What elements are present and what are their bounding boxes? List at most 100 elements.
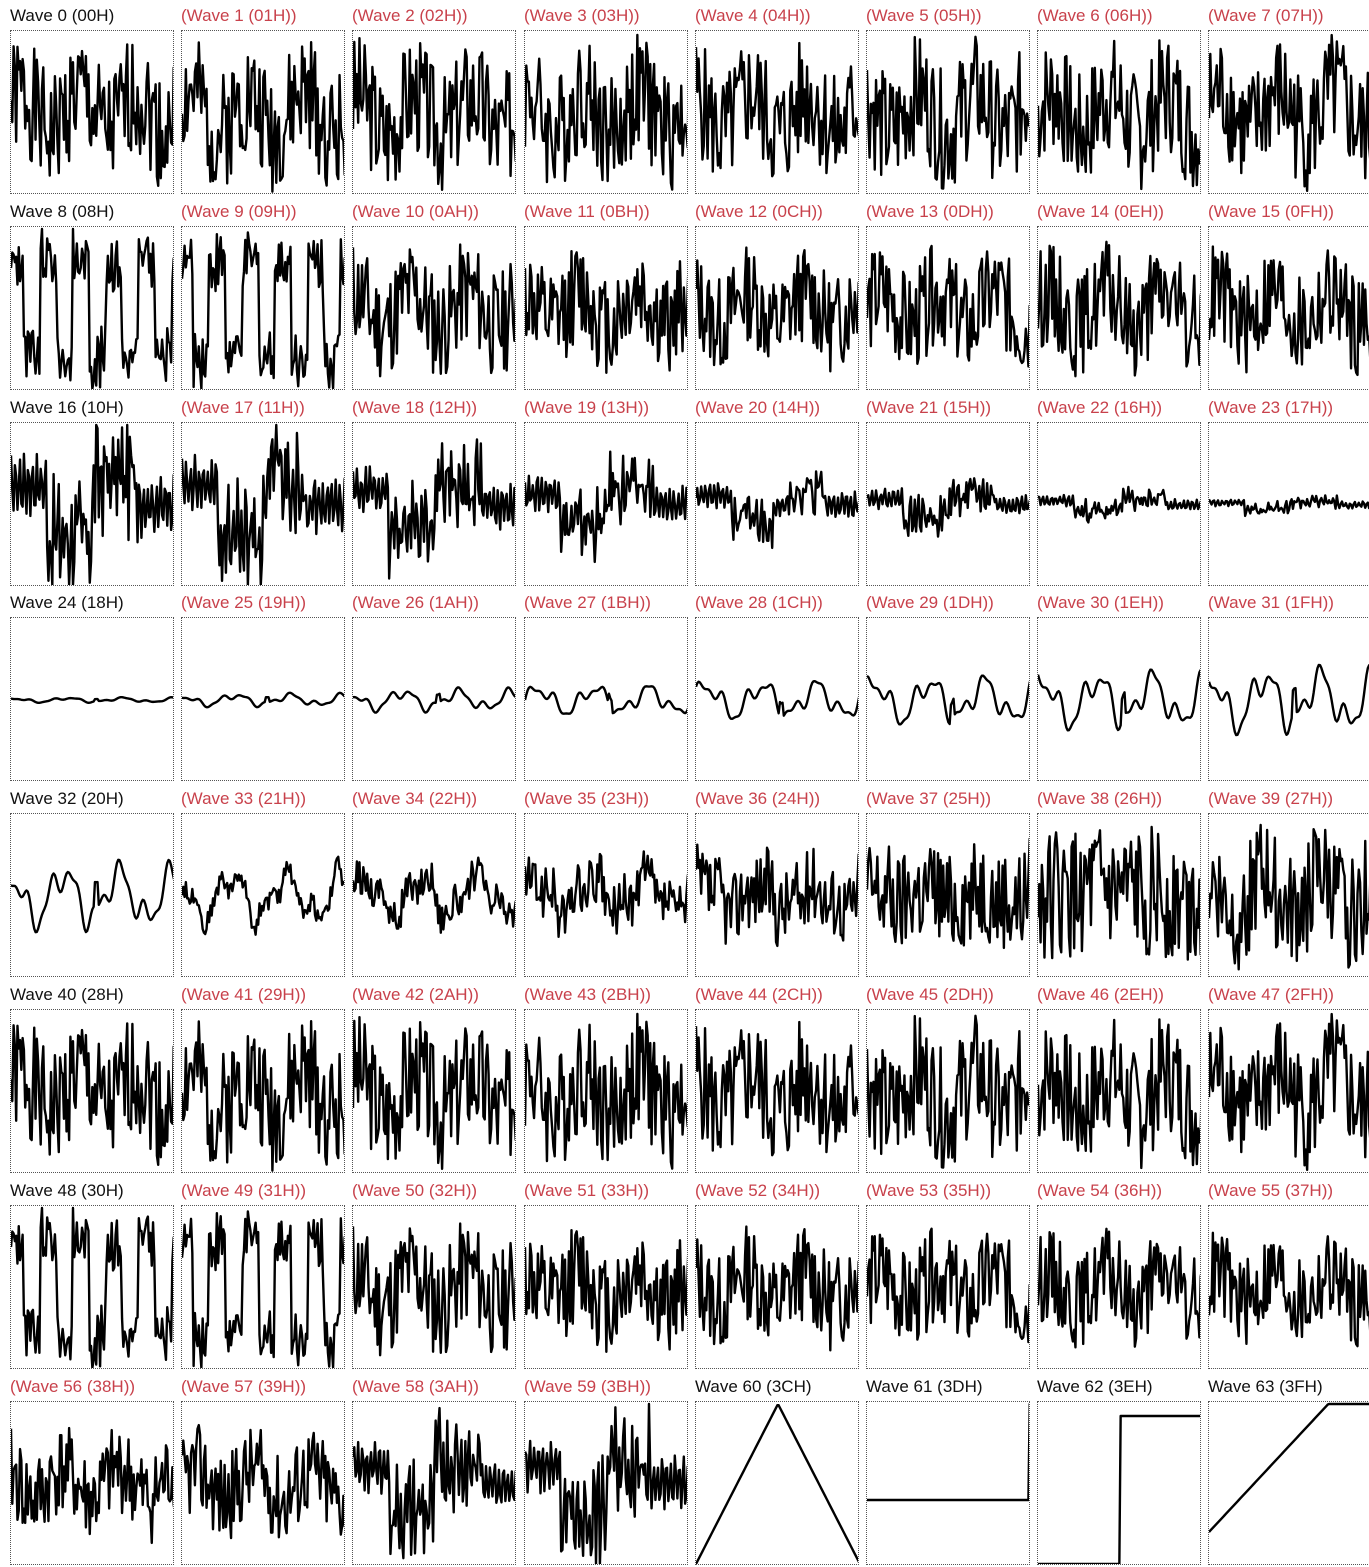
wave-plot-frame <box>524 422 688 586</box>
wave-plot-frame <box>524 813 688 977</box>
wave-trace <box>867 477 1029 538</box>
wave-trace <box>182 1210 344 1368</box>
wave-panel: (Wave 57 (39H)) <box>171 1371 345 1567</box>
wave-plot-frame <box>695 1009 859 1173</box>
wave-trace <box>696 1404 858 1564</box>
wave-plot-frame <box>695 1205 859 1369</box>
wave-plot-frame <box>181 422 345 586</box>
wave-plot <box>11 1206 173 1368</box>
wave-trace <box>696 470 858 550</box>
wave-panel: (Wave 50 (32H)) <box>342 1175 516 1371</box>
wave-panel: Wave 40 (28H) <box>0 979 174 1175</box>
wave-panel: (Wave 9 (09H)) <box>171 196 345 392</box>
wave-plot-frame <box>1208 813 1369 977</box>
wave-trace <box>696 41 858 178</box>
wave-plot <box>182 1020 344 1172</box>
wave-trace <box>1209 1012 1369 1172</box>
wave-panel-title: Wave 24 (18H) <box>10 593 124 612</box>
wave-panel-title: Wave 8 (08H) <box>10 202 115 221</box>
wave-plot <box>1038 485 1200 524</box>
wave-panel: (Wave 14 (0EH)) <box>1027 196 1201 392</box>
wave-plot-frame <box>866 1205 1030 1369</box>
wave-plot-frame <box>10 617 174 781</box>
wave-panel-title: (Wave 58 (3AH)) <box>352 1377 479 1396</box>
wave-panel-title: (Wave 43 (2BH)) <box>524 985 651 1004</box>
wave-plot-frame <box>1208 422 1369 586</box>
wave-plot-frame <box>181 813 345 977</box>
wave-plot-frame <box>1037 422 1201 586</box>
wave-panel: Wave 24 (18H) <box>0 587 174 783</box>
wave-trace <box>525 249 687 374</box>
wave-panel-title: (Wave 5 (05H)) <box>866 6 982 25</box>
wave-panel: (Wave 19 (13H)) <box>514 392 688 588</box>
wave-trace <box>1209 1231 1369 1348</box>
wave-panel: Wave 0 (00H) <box>0 0 174 196</box>
wave-plot <box>867 244 1029 368</box>
wave-plot-frame <box>1208 1205 1369 1369</box>
wave-plot <box>1209 494 1369 518</box>
wave-plot <box>182 1210 344 1368</box>
wave-plot-frame <box>352 1009 516 1173</box>
wave-panel: Wave 48 (30H) <box>0 1175 174 1371</box>
wave-panel: (Wave 35 (23H)) <box>514 783 688 979</box>
wave-panel-title: (Wave 27 (1BH)) <box>524 593 651 612</box>
wave-trace <box>525 1402 687 1564</box>
wave-trace <box>11 1022 173 1167</box>
wave-plot-frame <box>181 30 345 194</box>
wave-plot <box>1038 240 1200 378</box>
wave-plot-frame <box>1208 226 1369 390</box>
wave-panel-title: (Wave 10 (0AH)) <box>352 202 479 221</box>
wave-panel-title: (Wave 47 (2FH)) <box>1208 985 1334 1004</box>
wave-plot-frame <box>1037 1205 1201 1369</box>
wave-plot-frame <box>695 813 859 977</box>
wave-plot <box>353 36 515 191</box>
wave-plot-frame <box>352 1401 516 1565</box>
wave-panel-title: (Wave 56 (38H)) <box>10 1377 136 1396</box>
wave-plot-frame <box>866 1401 1030 1565</box>
wave-panel-title: (Wave 26 (1AH)) <box>352 593 479 612</box>
wave-plot <box>525 685 687 715</box>
wave-plot <box>1038 825 1200 961</box>
wave-plot-frame <box>1208 1009 1369 1173</box>
wave-plot-frame <box>352 617 516 781</box>
wave-trace <box>696 246 858 373</box>
wave-trace <box>11 1426 173 1545</box>
wave-panel: (Wave 54 (36H)) <box>1027 1175 1201 1371</box>
wave-panel: (Wave 3 (03H)) <box>514 0 688 196</box>
wave-panel-title: (Wave 21 (15H)) <box>866 398 992 417</box>
wave-plot-frame <box>695 617 859 781</box>
wave-plot <box>867 1403 1029 1502</box>
wave-plot <box>867 35 1029 190</box>
wave-panel: (Wave 39 (27H)) <box>1198 783 1369 979</box>
wave-plot-frame <box>695 30 859 194</box>
wave-trace <box>353 438 515 580</box>
wave-panel: (Wave 11 (0BH)) <box>514 196 688 392</box>
wave-trace <box>11 858 173 934</box>
wave-plot-frame <box>524 617 688 781</box>
wave-plot <box>353 1406 515 1560</box>
wave-trace <box>1209 494 1369 518</box>
wave-panel: (Wave 13 (0DH)) <box>856 196 1030 392</box>
wave-panel-title: (Wave 28 (1CH)) <box>695 593 823 612</box>
wave-trace <box>1038 240 1200 378</box>
wave-plot-frame <box>1037 1401 1201 1565</box>
wave-plot-frame <box>1208 1401 1369 1565</box>
wave-plot <box>11 43 173 188</box>
wave-panel-title: (Wave 44 (2CH)) <box>695 985 823 1004</box>
wave-panel-title: (Wave 6 (06H)) <box>1037 6 1153 25</box>
wave-panel: (Wave 33 (21H)) <box>171 783 345 979</box>
wave-panel-title: (Wave 18 (12H)) <box>352 398 478 417</box>
wave-panel-title: Wave 40 (28H) <box>10 985 124 1004</box>
wave-plot-frame <box>10 1205 174 1369</box>
wave-trace <box>1209 245 1369 377</box>
wave-panel: (Wave 5 (05H)) <box>856 0 1030 196</box>
wave-panel-title: (Wave 11 (0BH)) <box>524 202 650 221</box>
wave-plot-frame <box>10 226 174 390</box>
wave-panel: (Wave 37 (25H)) <box>856 783 1030 979</box>
wave-panel-title: Wave 60 (3CH) <box>695 1377 812 1396</box>
wave-trace <box>11 43 173 188</box>
wave-panel-title: (Wave 37 (25H)) <box>866 789 992 808</box>
wave-trace <box>696 1020 858 1157</box>
wave-plot <box>1209 1402 1369 1533</box>
wave-trace <box>525 850 687 938</box>
